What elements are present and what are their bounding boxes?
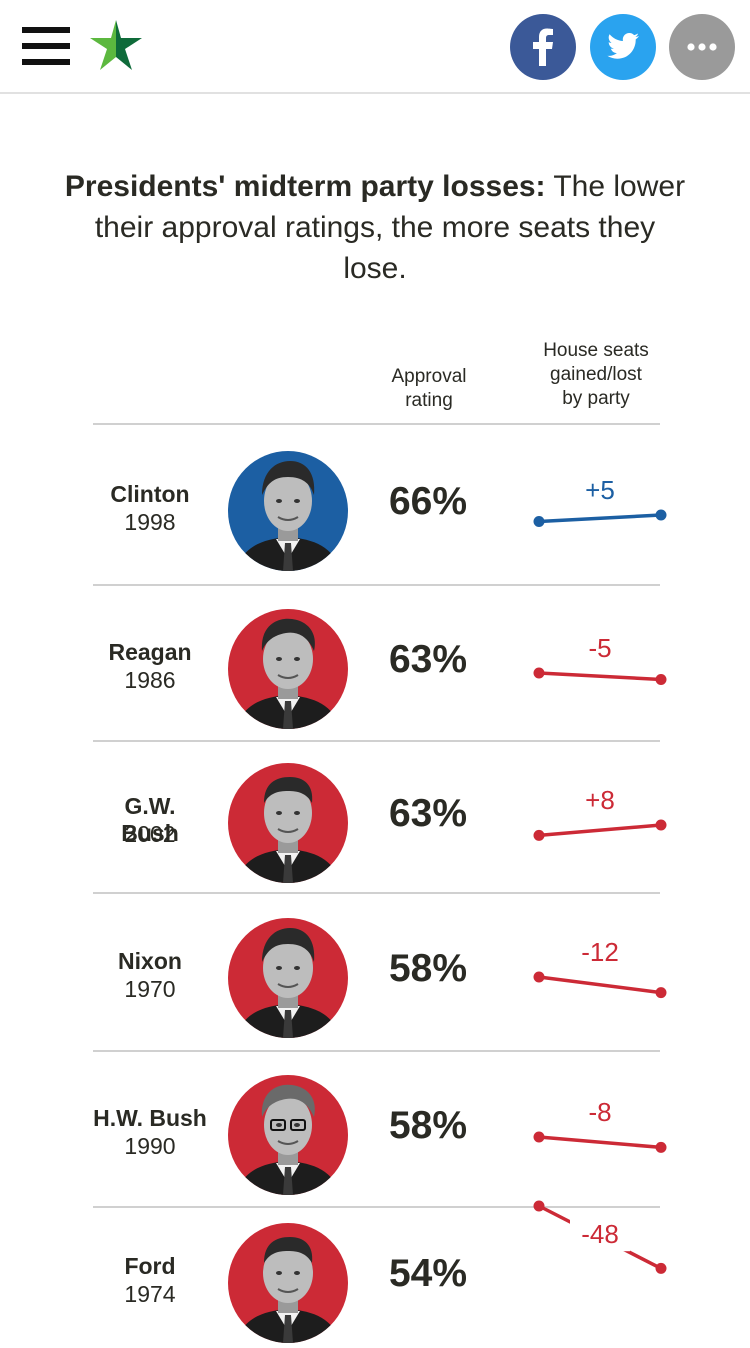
approval-header-line: rating xyxy=(405,390,453,411)
seats-line xyxy=(538,671,662,682)
top-bar xyxy=(0,0,750,94)
seats-header-line: gained/lost xyxy=(550,364,642,385)
seats-header-line: House seats xyxy=(543,340,649,361)
seats-change-label: -12 xyxy=(581,937,619,967)
seats-sparkline: -5 xyxy=(533,633,667,685)
twitter-icon xyxy=(590,14,656,80)
seats-line xyxy=(538,975,662,995)
seats-end-dot xyxy=(655,819,667,831)
star-logo-icon[interactable] xyxy=(88,18,144,72)
president-name: Reagan xyxy=(108,639,192,665)
headline-lead: Presidents' midterm party losses: xyxy=(64,170,546,203)
seats-end-dot xyxy=(655,509,667,520)
facebook-icon xyxy=(510,14,576,80)
president-row: Reagan 1986 63% -5 xyxy=(93,584,667,742)
seats-sparkline: +8 xyxy=(533,785,667,841)
facebook-share-button[interactable] xyxy=(510,14,576,80)
seats-end-dot xyxy=(655,674,667,685)
seats-start-dot xyxy=(533,971,545,983)
approval-rating: 63% xyxy=(388,638,468,681)
president-row: H.W. Bush 1990 58% -8 xyxy=(93,1050,667,1208)
president-name: H.W. Bush xyxy=(93,1105,207,1131)
seats-label-halo xyxy=(570,1219,630,1252)
approval-header-line: Approval xyxy=(391,366,467,387)
seats-end-dot xyxy=(655,1141,667,1153)
president-portrait xyxy=(228,1223,348,1343)
president-name: G.W. Bush xyxy=(121,793,179,846)
president-name: Ford xyxy=(124,1253,176,1279)
president-year: 1974 xyxy=(124,1281,176,1307)
seats-change-label: -8 xyxy=(588,1097,611,1127)
approval-rating: 58% xyxy=(388,1104,468,1147)
seats-sparkline: -12 xyxy=(533,937,667,999)
president-year: 1998 xyxy=(124,509,176,535)
seats-header-line: by party xyxy=(562,388,630,409)
seats-line xyxy=(538,512,662,523)
headline: Presidents' midterm party losses: The lo… xyxy=(60,166,690,289)
president-year: 1986 xyxy=(124,667,176,693)
seats-end-dot xyxy=(655,987,667,999)
president-row: Nixon 1970 58% -12 xyxy=(93,892,667,1052)
seats-start-dot xyxy=(533,829,545,841)
seats-start-dot xyxy=(533,1200,545,1212)
president-portrait xyxy=(228,918,348,1038)
seats-change-label: +8 xyxy=(585,785,615,815)
president-row: G.W. Bush 2002 63% +8 xyxy=(93,740,667,894)
approval-rating: 66% xyxy=(388,480,468,523)
seats-line xyxy=(538,822,662,837)
president-year: 1990 xyxy=(124,1133,176,1159)
president-year: 2002 xyxy=(124,821,176,847)
approval-rating: 54% xyxy=(388,1252,468,1295)
seats-line xyxy=(538,1135,662,1150)
president-portrait xyxy=(228,451,348,571)
approval-rating: 63% xyxy=(388,792,468,835)
seats-change-label: +5 xyxy=(585,475,615,505)
president-name: Clinton xyxy=(110,481,190,507)
president-name: Nixon xyxy=(118,948,182,974)
seats-end-dot xyxy=(655,1262,667,1274)
approval-column-header: Approval rating xyxy=(364,365,494,413)
president-row: Ford 1974 54% -48 xyxy=(93,1200,667,1348)
seats-change-label: -5 xyxy=(588,633,611,663)
more-dots-icon xyxy=(669,14,735,80)
seats-sparkline: -48 xyxy=(533,1200,667,1274)
seats-sparkline: +5 xyxy=(533,475,667,527)
seats-sparkline: -8 xyxy=(533,1097,667,1153)
more-share-button[interactable] xyxy=(669,14,735,80)
seats-start-dot xyxy=(533,1131,545,1143)
president-year: 1970 xyxy=(124,976,176,1002)
seats-start-dot xyxy=(533,515,545,527)
president-portrait xyxy=(228,609,348,729)
headline-rest: The lower their approval ratings, the mo… xyxy=(94,170,686,285)
president-row: Clinton 1998 66% +5 xyxy=(93,423,667,586)
hamburger-menu-icon[interactable] xyxy=(22,27,70,65)
president-portrait xyxy=(228,1075,348,1195)
seats-change-label: -48 xyxy=(581,1219,619,1249)
president-portrait xyxy=(228,763,348,883)
approval-rating: 58% xyxy=(388,947,468,990)
seats-start-dot xyxy=(533,667,545,679)
twitter-share-button[interactable] xyxy=(590,14,656,80)
seats-column-header: House seats gained/lost by party xyxy=(520,339,672,411)
